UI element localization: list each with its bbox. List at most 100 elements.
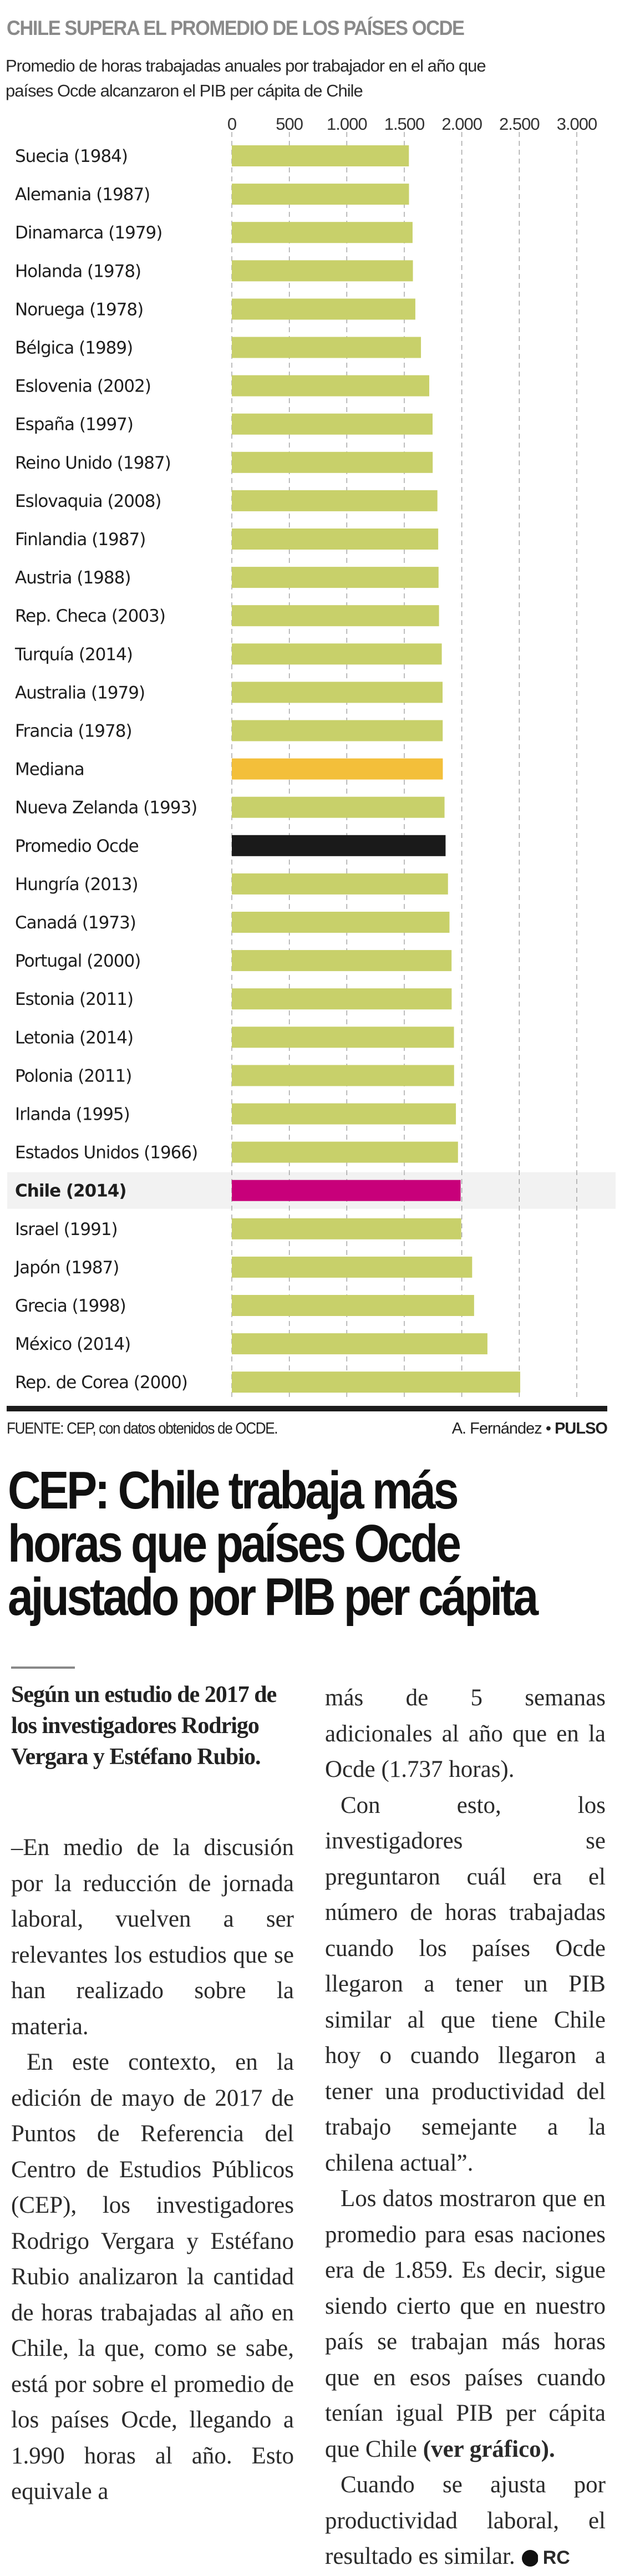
category-label: Austria (1988) (15, 568, 130, 588)
chart-title: CHILE SUPERA EL PROMEDIO DE LOS PAÍSES O… (7, 17, 465, 39)
bar-country (232, 1027, 454, 1048)
headline-line: horas que países Ocde (8, 1514, 461, 1573)
bar-country (232, 1371, 520, 1393)
x-tick-label: 2.000 (441, 114, 482, 134)
paragraph: más de 5 semanas adicionales al año que … (325, 1685, 606, 1782)
bar-country (232, 145, 409, 166)
category-label: Reino Unido (1987) (15, 453, 171, 473)
bar-country (232, 1295, 474, 1316)
bar-country (232, 950, 452, 972)
bar-country (232, 413, 433, 435)
category-label: Noruega (1978) (15, 299, 143, 319)
lead-divider (11, 1666, 75, 1669)
bar-country (232, 567, 439, 588)
bar-country (232, 605, 439, 627)
category-label: Nueva Zelanda (1993) (15, 798, 197, 818)
bar-median (232, 758, 443, 780)
bar-country (232, 298, 415, 320)
category-label: Letonia (2014) (15, 1028, 133, 1048)
x-tick-label: 1.000 (327, 114, 367, 134)
category-label: Finlandia (1987) (15, 530, 145, 550)
bar-country (232, 912, 450, 933)
bar-average (232, 835, 446, 856)
category-label: México (2014) (15, 1334, 130, 1354)
credit-separator: • (545, 1420, 551, 1437)
category-label: Portugal (2000) (15, 951, 140, 971)
category-label: Turquía (2014) (14, 644, 133, 664)
chart-bottom-rule (7, 1406, 607, 1411)
bar-country (232, 1103, 456, 1125)
see-chart-reference: (ver gráfico). (423, 2436, 555, 2462)
author-initials: RC (542, 2547, 570, 2568)
credit-author: A. Fernández (451, 1420, 542, 1437)
article-column-right: más de 5 semanas adicionales al año que … (325, 1680, 606, 2576)
category-label: Hungría (2013) (15, 875, 138, 895)
bar-country (232, 682, 443, 703)
article-column-left: –En medio de la discusión por la reducci… (11, 1830, 294, 2510)
bar-country (232, 490, 438, 511)
category-label: Rep. Checa (2003) (15, 606, 165, 626)
x-tick-label: 3.000 (557, 114, 597, 134)
bar-country (232, 529, 439, 550)
x-tick-label: 1.500 (384, 114, 425, 134)
headline-line: CEP: Chile trabaja más (8, 1461, 459, 1520)
bar-country (232, 1065, 454, 1086)
category-label: Chile (2014) (15, 1181, 126, 1201)
chart-subtitle: Promedio de horas trabajadas anuales por… (6, 53, 616, 103)
paragraph: En este contexto, en la edición de mayo … (11, 2049, 294, 2504)
category-label: España (1997) (15, 415, 133, 435)
category-label: Suecia (1984) (15, 146, 128, 166)
chart-credit: A. Fernández • PULSO (451, 1420, 608, 1438)
bar-country (232, 643, 442, 665)
bar-chart: 0 500 1.000 1.500 2.000 2.500 3.000 Suecia (198… (7, 114, 616, 1400)
category-label: Irlanda (1995) (15, 1105, 130, 1125)
category-label: Estados Unidos (1966) (15, 1143, 197, 1163)
category-label: Bélgica (1989) (15, 338, 133, 358)
category-label: Alemania (1987) (15, 185, 150, 205)
bar-country (232, 720, 443, 741)
pulso-logo-icon: P (521, 2550, 545, 2567)
paragraph: Cuando se ajusta por productividad labor… (325, 2467, 606, 2576)
chart-source: FUENTE: CEP, con datos obtenidos de OCDE… (7, 1420, 278, 1437)
bar-country (232, 1256, 473, 1278)
bar-country (232, 337, 421, 358)
article-lead: Según un estudio de 2017 de los investig… (11, 1682, 277, 1770)
category-label: Israel (1991) (15, 1220, 118, 1239)
category-label: Australia (1979) (15, 683, 145, 703)
category-label: Promedio Ocde (15, 836, 139, 856)
bar-country (232, 988, 452, 1010)
bar-country (232, 375, 429, 397)
category-label: Eslovenia (2002) (15, 377, 151, 397)
credit-outlet: PULSO (555, 1420, 608, 1437)
bar-country (232, 451, 433, 473)
bar-country (232, 796, 445, 818)
paragraph: –En medio de la discusión por la reducci… (11, 1835, 294, 2040)
category-label: Rep. de Corea (2000) (15, 1373, 187, 1393)
x-tick-label: 0 (227, 114, 237, 134)
article-headline: CEP: Chile trabaja más horas que países … (8, 1461, 539, 1627)
bar-country (232, 1141, 458, 1163)
paragraph-text: Los datos mostraron que en promedio para… (325, 2186, 606, 2462)
headline-line: ajustado por PIB per cápita (8, 1567, 539, 1627)
x-tick-label: 2.500 (499, 114, 540, 134)
bar-country (232, 184, 409, 205)
category-label: Grecia (1998) (15, 1296, 126, 1316)
bar-chile (232, 1180, 461, 1201)
paragraph: Con esto, los investigadores se pregunta… (325, 1792, 606, 2176)
category-label: Japón (1987) (14, 1258, 119, 1278)
bar-country (232, 873, 448, 895)
paragraph: Los datos mostraron que en promedio para… (325, 2181, 606, 2467)
category-label: Francia (1978) (15, 722, 132, 741)
category-label: Dinamarca (1979) (15, 223, 162, 243)
category-label: Eslovaquia (2008) (15, 491, 161, 511)
category-label: Estonia (2011) (15, 989, 133, 1009)
bar-country (232, 1218, 461, 1239)
category-label: Canadá (1973) (15, 913, 136, 933)
chart-subtitle-line: países Ocde alcanzaron el PIB per cápita… (6, 81, 363, 100)
chart-subtitle-line: Promedio de horas trabajadas anuales por… (6, 56, 486, 75)
bar-country (232, 222, 413, 243)
category-label: Mediana (15, 760, 84, 780)
bar-country (232, 1333, 487, 1355)
category-label: Polonia (2011) (15, 1066, 131, 1086)
bar-country (232, 260, 413, 282)
